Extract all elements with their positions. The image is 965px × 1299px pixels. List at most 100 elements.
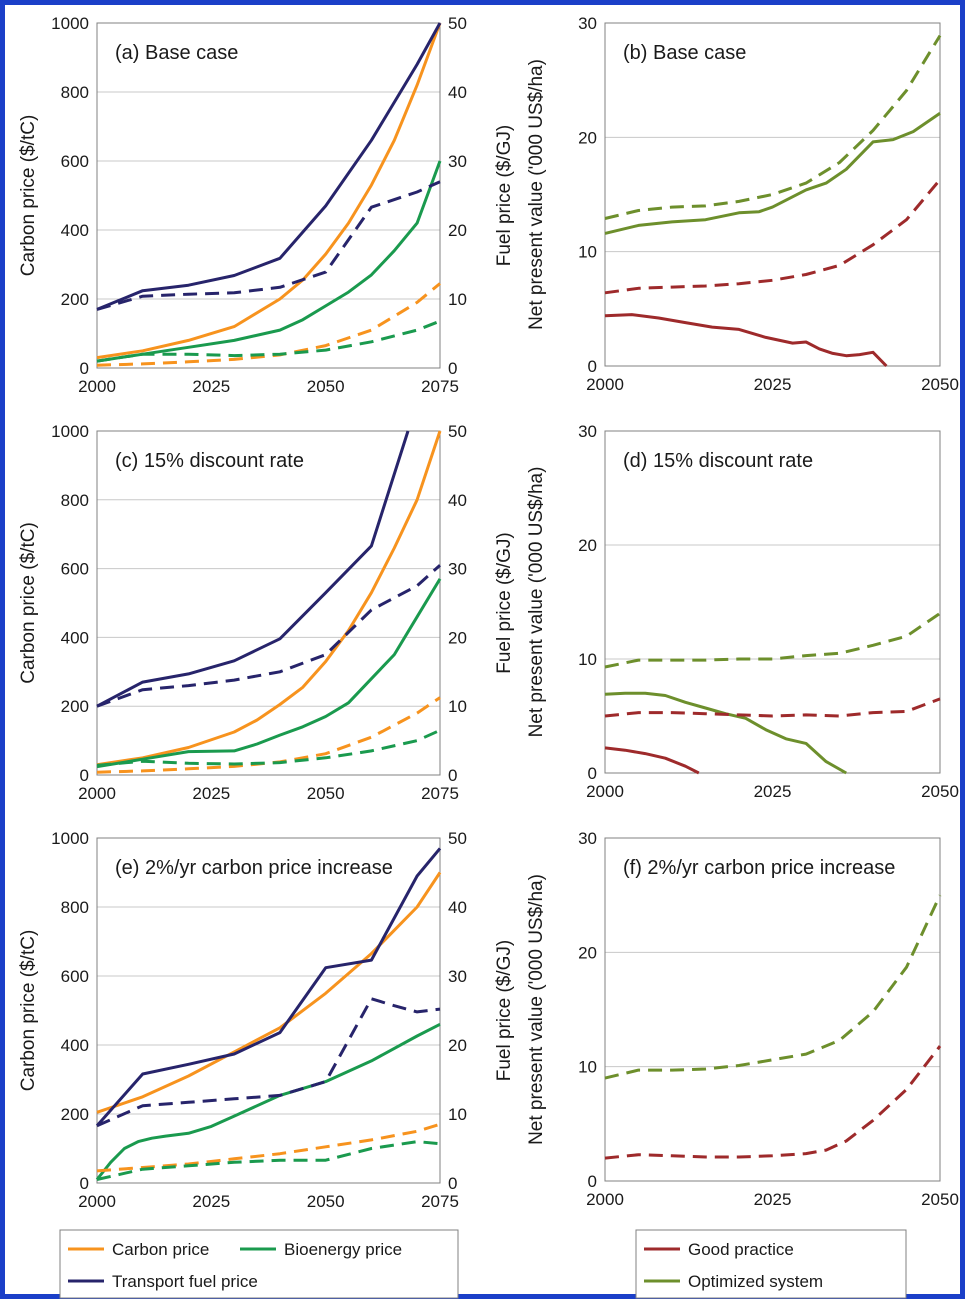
y-tick-label: 10 xyxy=(578,243,597,262)
y-axis-label: Carbon price ($/tC) xyxy=(18,930,39,1092)
y2-tick-label: 10 xyxy=(448,290,467,309)
plot-area xyxy=(604,430,941,774)
legend-label-transport: Transport fuel price xyxy=(112,1272,258,1291)
y-tick-label: 20 xyxy=(578,943,597,962)
y2-tick-label: 40 xyxy=(448,83,467,102)
x-tick-label: 2000 xyxy=(586,782,624,801)
y-tick-label: 400 xyxy=(61,1036,89,1055)
series-line-bioenergy-dashed xyxy=(96,319,441,363)
series-line-transport-solid xyxy=(95,847,442,1127)
legend-left: Carbon price Bioenergy price Transport fue… xyxy=(68,1240,402,1291)
series-line-good-solid xyxy=(604,746,700,775)
y-tick-label: 10 xyxy=(578,650,597,669)
y-axis-label: Net present value ('000 US$/ha) xyxy=(526,874,547,1145)
y-tick-label: 600 xyxy=(61,967,89,986)
series-line-bioenergy-solid xyxy=(95,1022,441,1181)
series-line-carbon-solid xyxy=(96,430,442,767)
y2-tick-label: 30 xyxy=(448,560,467,579)
x-tick-label: 2050 xyxy=(921,375,959,394)
legend-label-bioenergy: Bioenergy price xyxy=(284,1240,402,1259)
y2-tick-label: 0 xyxy=(448,359,457,378)
y-tick-label: 0 xyxy=(80,359,89,378)
series-line-bioenergy-solid xyxy=(96,578,442,769)
y-tick-label: 1000 xyxy=(51,14,89,33)
series-line-transport-dashed xyxy=(96,180,441,311)
plot-area xyxy=(96,837,441,1184)
y-tick-label: 800 xyxy=(61,491,89,510)
series-line-transport-dashed xyxy=(96,564,442,708)
x-tick-label: 2050 xyxy=(307,377,345,396)
y-axis-label: Net present value ('000 US$/ha) xyxy=(526,467,547,738)
y-tick-label: 0 xyxy=(588,357,597,376)
x-tick-label: 2075 xyxy=(421,1192,459,1211)
y-tick-label: 600 xyxy=(61,560,89,579)
plot-area xyxy=(96,430,441,776)
y-tick-label: 800 xyxy=(61,83,89,102)
panel-d: 0 10 20 30 2000 2025 2050 Net present value ('0… xyxy=(526,422,959,801)
x-tick-label: 2075 xyxy=(421,784,459,803)
x-tick-label: 2050 xyxy=(307,784,345,803)
x-tick-label: 2000 xyxy=(78,1192,116,1211)
y2-axis-label: Fuel price ($/GJ) xyxy=(494,940,515,1081)
y-tick-label: 1000 xyxy=(51,829,89,848)
y-tick-label: 20 xyxy=(578,536,597,555)
series-line-optimized-dashed xyxy=(604,612,941,669)
panel-b: 0 10 20 30 2000 2025 2050 Net present value ('0… xyxy=(526,14,959,394)
y-tick-label: 200 xyxy=(61,697,89,716)
panel-title: (d) 15% discount rate xyxy=(623,450,813,472)
y2-tick-label: 0 xyxy=(448,1174,457,1193)
panel-title: (e) 2%/yr carbon price increase xyxy=(115,857,393,879)
x-tick-label: 2000 xyxy=(78,377,116,396)
legend-label-optimized: Optimized system xyxy=(688,1272,823,1291)
y-tick-label: 30 xyxy=(578,14,597,33)
x-tick-label: 2000 xyxy=(586,375,624,394)
series-line-good-solid xyxy=(604,313,888,368)
series-line-good-dashed xyxy=(604,178,942,295)
x-tick-label: 2050 xyxy=(921,1190,959,1209)
y-tick-label: 0 xyxy=(588,1172,597,1191)
y-tick-label: 0 xyxy=(80,1174,89,1193)
y-tick-label: 400 xyxy=(61,221,89,240)
y-tick-label: 800 xyxy=(61,898,89,917)
y-tick-label: 0 xyxy=(588,764,597,783)
y-tick-label: 200 xyxy=(61,1105,89,1124)
y2-tick-label: 10 xyxy=(448,1105,467,1124)
legend-label-good: Good practice xyxy=(688,1240,794,1259)
legend-left-box xyxy=(59,1229,459,1299)
y-tick-label: 30 xyxy=(578,422,597,441)
panel-e: 0 200 400 600 800 1000 0 10 20 30 40 50 2000 2025 2050… xyxy=(18,829,515,1211)
y2-tick-label: 50 xyxy=(448,14,467,33)
y2-axis-label: Fuel price ($/GJ) xyxy=(494,532,515,673)
y-axis-label: Net present value ('000 US$/ha) xyxy=(526,59,547,330)
x-tick-label: 2025 xyxy=(192,1192,230,1211)
y2-tick-label: 50 xyxy=(448,829,467,848)
y2-tick-label: 20 xyxy=(448,221,467,240)
y-axis-label: Carbon price ($/tC) xyxy=(18,115,39,277)
series-line-optimized-solid xyxy=(604,112,941,235)
panel-title: (a) Base case xyxy=(115,42,238,64)
y-tick-label: 10 xyxy=(578,1058,597,1077)
y-tick-label: 200 xyxy=(61,290,89,309)
series-line-bioenergy-solid xyxy=(96,160,442,363)
y2-axis-label: Fuel price ($/GJ) xyxy=(494,125,515,266)
series-line-transport-dashed xyxy=(96,997,441,1128)
x-tick-label: 2025 xyxy=(754,782,792,801)
x-tick-label: 2050 xyxy=(307,1192,345,1211)
legend-right: Good practice Optimized system xyxy=(644,1240,823,1291)
y2-tick-label: 40 xyxy=(448,491,467,510)
y2-tick-label: 40 xyxy=(448,898,467,917)
legend-right-box xyxy=(635,1229,907,1299)
x-tick-label: 2025 xyxy=(754,375,792,394)
x-tick-label: 2000 xyxy=(586,1190,624,1209)
plot-area xyxy=(604,837,941,1182)
panel-c: 0 200 400 600 800 1000 0 10 20 30 40 50 2000 2025 2050… xyxy=(18,422,515,803)
x-tick-label: 2000 xyxy=(78,784,116,803)
y-tick-label: 1000 xyxy=(51,422,89,441)
y2-tick-label: 20 xyxy=(448,1036,467,1055)
y2-tick-label: 0 xyxy=(448,766,457,785)
y-tick-label: 0 xyxy=(80,766,89,785)
x-tick-label: 2025 xyxy=(754,1190,792,1209)
y2-tick-label: 30 xyxy=(448,152,467,171)
legend-label-carbon: Carbon price xyxy=(112,1240,209,1259)
